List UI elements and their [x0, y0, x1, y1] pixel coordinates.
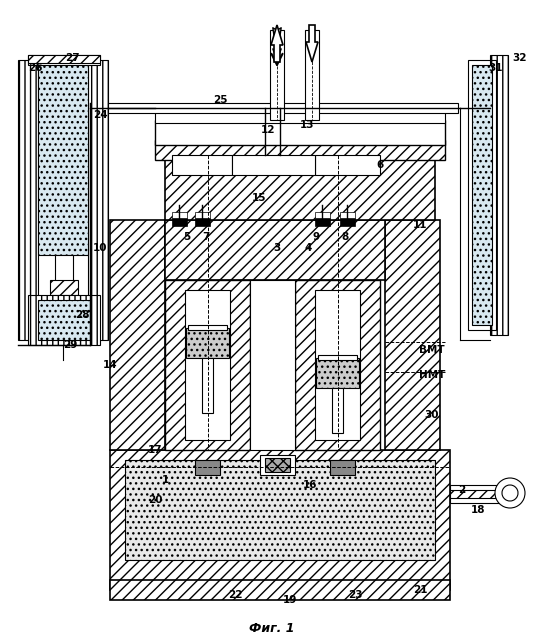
Bar	[340, 218, 355, 226]
Bar	[28, 55, 100, 65]
Bar	[165, 280, 250, 450]
Bar	[125, 460, 435, 560]
Text: 21: 21	[413, 585, 427, 595]
Bar	[108, 103, 458, 113]
Bar	[385, 220, 440, 450]
Text: 29: 29	[63, 340, 77, 350]
Text: 12: 12	[261, 125, 275, 135]
Bar	[186, 328, 229, 358]
Polygon shape	[306, 25, 318, 62]
Bar	[318, 355, 357, 360]
Bar	[110, 450, 450, 590]
Bar	[315, 155, 380, 175]
Text: 28: 28	[75, 310, 89, 320]
Bar	[165, 220, 385, 280]
Bar	[270, 30, 284, 120]
Text: 22: 22	[228, 590, 242, 600]
Bar	[250, 280, 295, 450]
Text: 16: 16	[303, 480, 317, 490]
Bar	[165, 155, 435, 220]
Text: 4: 4	[304, 243, 312, 253]
Bar	[330, 460, 355, 475]
Text: 11: 11	[413, 220, 427, 230]
Text: ВМТ: ВМТ	[419, 345, 445, 355]
Text: 18: 18	[471, 505, 485, 515]
Bar	[195, 460, 220, 475]
Bar	[340, 212, 355, 218]
Text: 13: 13	[300, 120, 314, 130]
Text: 8: 8	[341, 232, 349, 242]
Text: 14: 14	[102, 360, 117, 370]
Text: 2: 2	[458, 485, 465, 495]
Text: 1: 1	[161, 475, 168, 485]
Bar	[265, 458, 290, 472]
Bar	[472, 65, 492, 325]
Bar	[38, 60, 88, 255]
Bar	[316, 358, 359, 388]
Text: 19: 19	[283, 595, 297, 605]
Bar	[195, 218, 210, 226]
Text: 30: 30	[425, 410, 439, 420]
Text: 5: 5	[183, 232, 191, 242]
Bar	[18, 60, 38, 340]
Bar	[260, 455, 295, 475]
Bar	[490, 55, 508, 335]
Polygon shape	[271, 25, 283, 62]
Bar	[185, 290, 230, 440]
Text: 6: 6	[377, 160, 384, 170]
Text: 9: 9	[312, 232, 319, 242]
Bar	[315, 290, 360, 440]
Text: НМТ: НМТ	[419, 370, 445, 380]
Text: 15: 15	[252, 193, 267, 203]
Text: 17: 17	[148, 445, 162, 455]
Text: 32: 32	[513, 53, 527, 63]
Bar	[450, 490, 505, 498]
Bar	[155, 108, 445, 123]
Text: 23: 23	[348, 590, 362, 600]
Text: 10: 10	[93, 243, 107, 253]
Bar	[315, 218, 330, 226]
Bar	[172, 155, 232, 175]
Bar	[28, 55, 100, 63]
Bar	[110, 580, 450, 600]
Bar	[155, 140, 445, 160]
Text: 26: 26	[28, 63, 43, 73]
Text: 24: 24	[93, 110, 107, 120]
Bar	[188, 325, 227, 330]
Bar	[295, 280, 380, 450]
Text: 31: 31	[489, 63, 503, 73]
Text: 27: 27	[65, 53, 80, 63]
Bar	[155, 120, 445, 145]
Text: Фиг. 1: Фиг. 1	[249, 621, 295, 634]
Text: 20: 20	[148, 495, 162, 505]
Text: 25: 25	[213, 95, 227, 105]
Bar	[232, 155, 315, 175]
Bar	[50, 280, 78, 295]
Text: 7: 7	[202, 232, 210, 242]
Bar	[195, 212, 210, 218]
Bar	[110, 220, 165, 450]
Bar	[450, 485, 505, 503]
Bar	[172, 218, 187, 226]
Text: 3: 3	[274, 243, 281, 253]
Wedge shape	[502, 485, 518, 501]
Bar	[468, 60, 496, 330]
Bar	[28, 295, 100, 345]
Bar	[332, 388, 343, 433]
Bar	[88, 60, 108, 340]
Bar	[315, 212, 330, 218]
Bar	[55, 255, 73, 285]
Wedge shape	[495, 478, 525, 508]
Bar	[38, 300, 90, 340]
Bar	[305, 30, 319, 120]
Bar	[202, 358, 213, 413]
Bar	[172, 212, 187, 218]
